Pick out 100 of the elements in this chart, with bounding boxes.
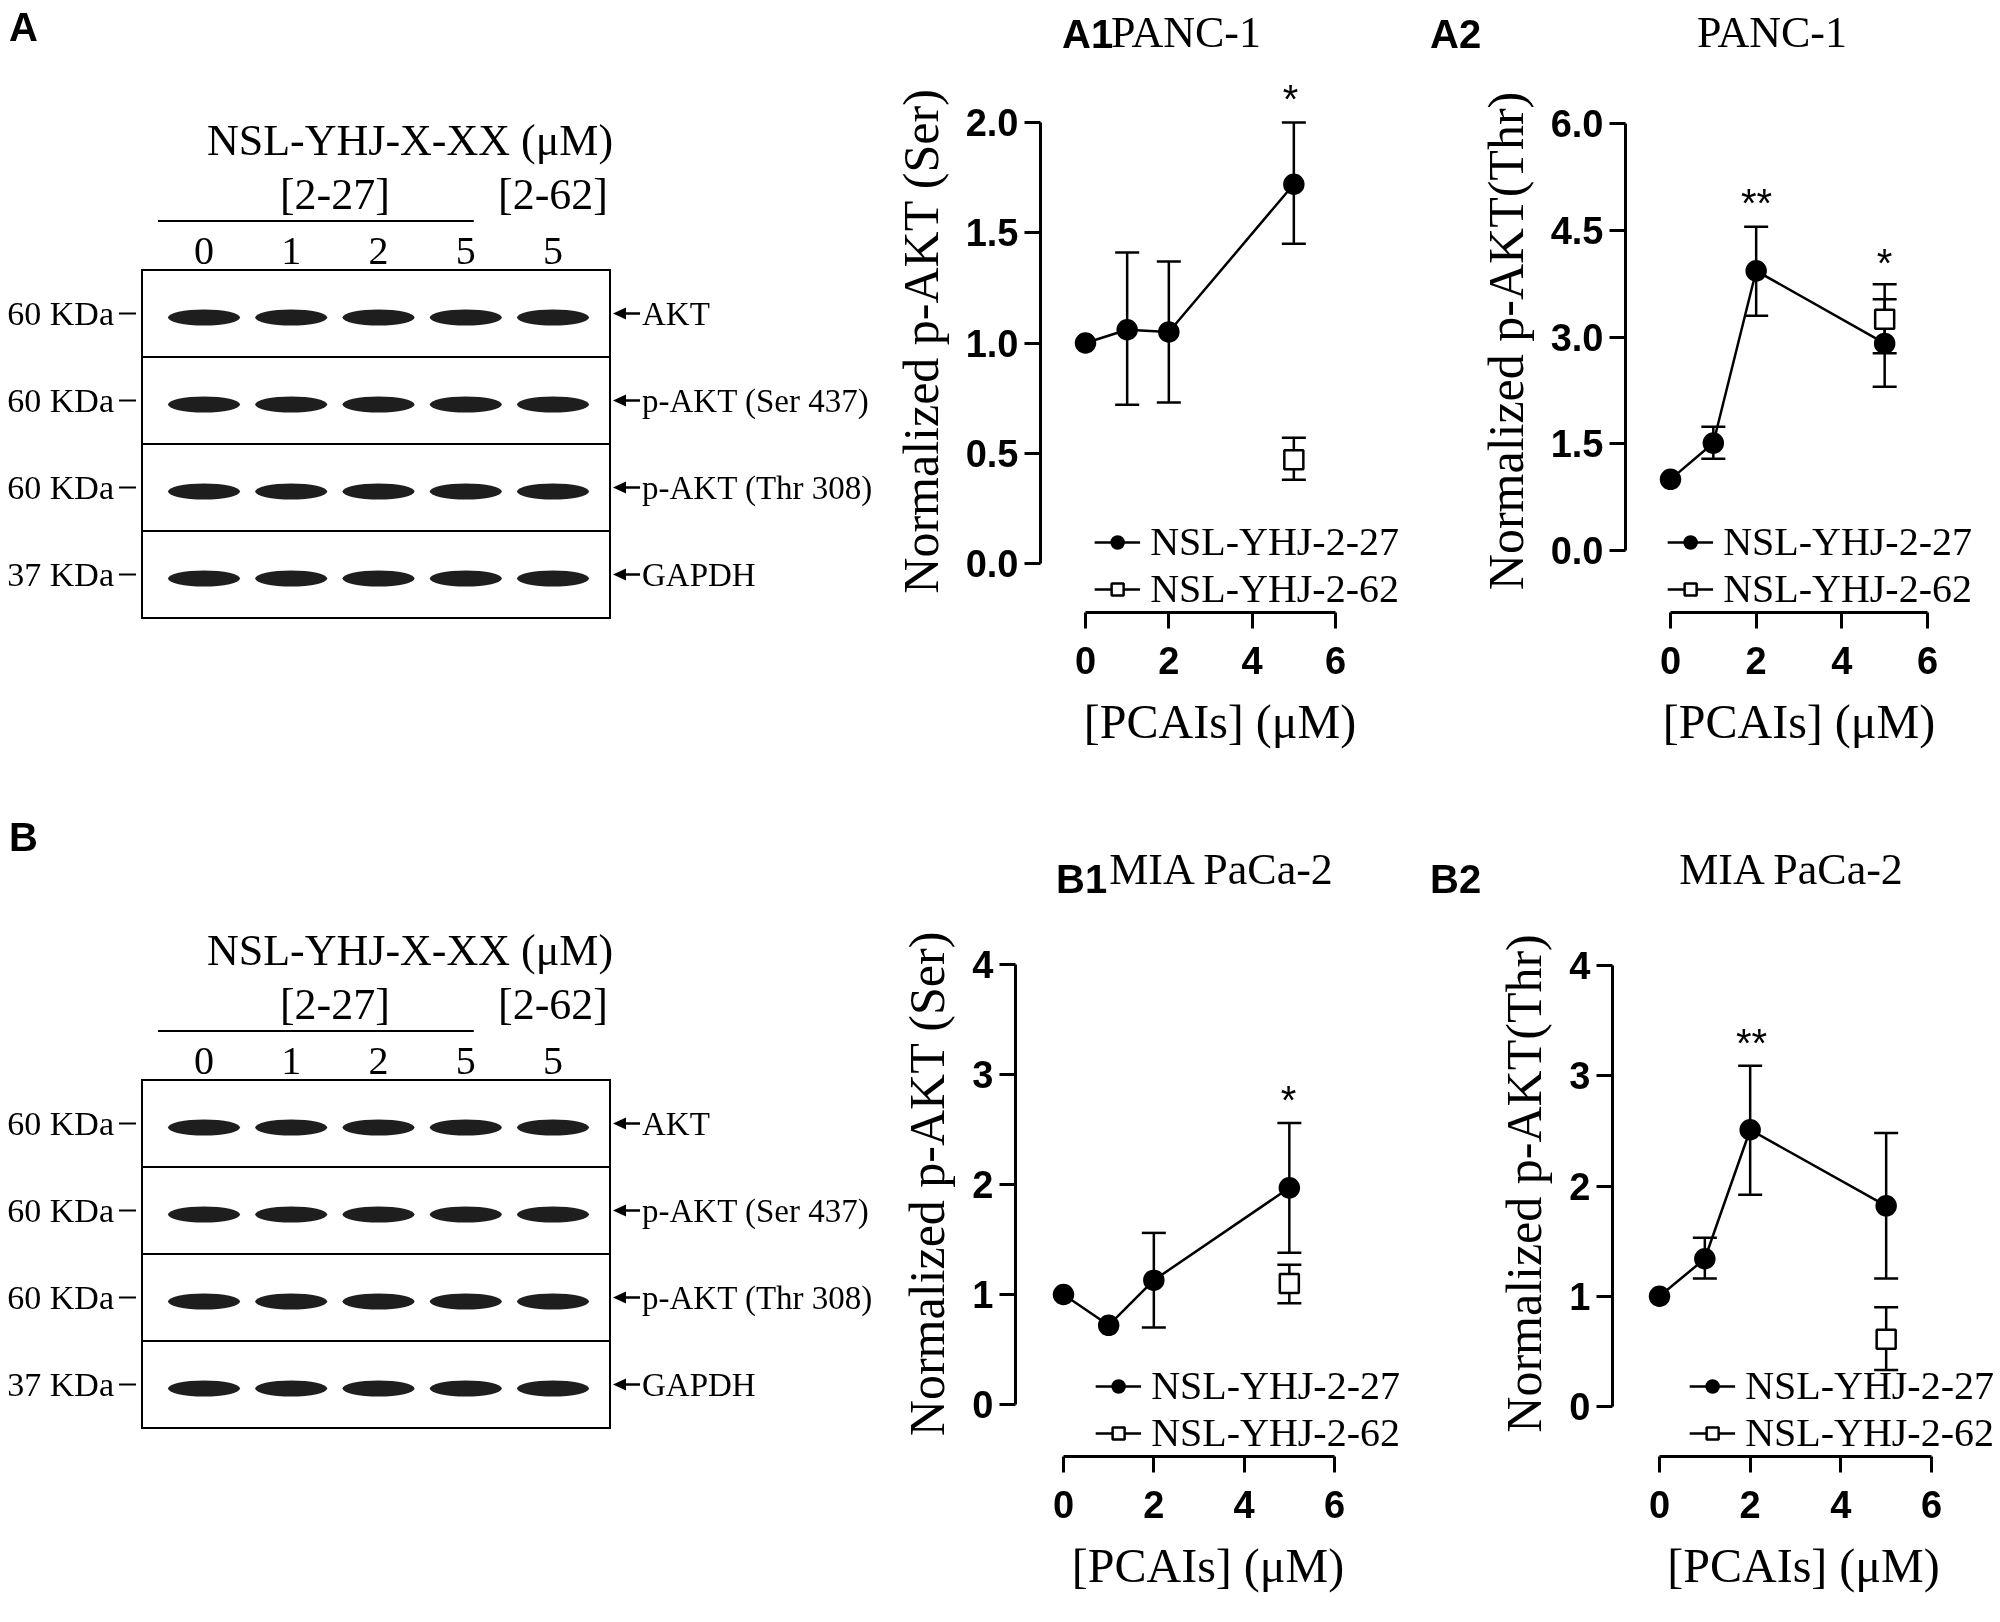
- x-tick-label: 2: [1143, 1483, 1165, 1526]
- y-tick-label: 1: [972, 1274, 994, 1316]
- category-label: 5: [455, 227, 476, 273]
- category-label: p-AKT (Thr 308): [642, 1279, 873, 1316]
- x-axis-title: [PCAIs] (μM): [1083, 694, 1357, 749]
- y-tick-label: 0: [1569, 1386, 1591, 1428]
- text: A: [9, 5, 38, 49]
- category-label: 0: [194, 1037, 214, 1083]
- text: [2-62]: [498, 979, 608, 1029]
- text: [2-27]: [279, 979, 390, 1029]
- y-tick-label: 1: [1569, 1275, 1591, 1318]
- x-tick-label: 0: [1648, 1483, 1671, 1526]
- category-label: 60 KDa: [7, 1192, 114, 1229]
- chart-title: PANC-1: [1697, 7, 1847, 57]
- category-label: 2: [368, 227, 389, 273]
- point: [1659, 468, 1682, 491]
- category-label: 37 KDa: [7, 1366, 114, 1403]
- x-axis-title: [PCAIs] (μM): [1071, 1538, 1345, 1593]
- point: [1278, 1177, 1301, 1199]
- category-label: AKT: [642, 1105, 710, 1142]
- category-label: 60 KDa: [7, 469, 114, 506]
- legend-label: NSL-YHJ-2-27: [1151, 1362, 1400, 1409]
- text: [2-62]: [498, 169, 608, 219]
- x-tick-label: 4: [1233, 1483, 1255, 1526]
- y-tick-label: 4: [1569, 945, 1591, 987]
- y-tick-label: 0.0: [1550, 530, 1604, 572]
- category-label: p-AKT (Thr 308): [642, 469, 873, 506]
- category-label: 5: [455, 1037, 476, 1083]
- category-label: 60 KDa: [7, 1279, 114, 1316]
- x-axis-title: [PCAIs] (μM): [1662, 694, 1936, 749]
- category-label: 5: [543, 1037, 563, 1083]
- point: [1278, 1272, 1301, 1295]
- point: [1702, 432, 1725, 454]
- point: [1074, 332, 1097, 354]
- y-tick-label: 1.5: [1550, 423, 1604, 466]
- y-tick-label: 2: [972, 1164, 994, 1206]
- text: B1: [1056, 857, 1108, 901]
- legend-label: NSL-YHJ-2-27: [1723, 518, 1972, 565]
- y-tick-label: 0.0: [965, 543, 1019, 585]
- text: *: [1282, 76, 1299, 121]
- y-axis-title: Normalized p-AKT (Ser): [892, 89, 949, 594]
- text: B2: [1430, 857, 1482, 901]
- category-label: 1: [281, 1037, 302, 1083]
- point: [1875, 1328, 1897, 1350]
- y-axis-title: Normalized p-AKT (Ser): [899, 931, 956, 1437]
- point: [1116, 319, 1138, 341]
- text: NSL-YHJ-X-XX (μM): [206, 115, 614, 165]
- annotation: **: [1740, 180, 1773, 225]
- x-tick-label: 0: [1052, 1483, 1075, 1526]
- x-tick-label: 6: [1323, 1483, 1346, 1526]
- chart-title: MIA PaCa-2: [1679, 844, 1903, 894]
- x-tick-label: 6: [1324, 639, 1347, 682]
- point: [1158, 321, 1180, 343]
- y-tick-label: 1.0: [965, 322, 1019, 365]
- chart-title: MIA PaCa-2: [1109, 844, 1333, 894]
- x-tick-label: 2: [1158, 639, 1180, 682]
- text: NSL-YHJ-X-XX (μM): [206, 925, 614, 975]
- x-tick-label: 2: [1739, 1483, 1761, 1526]
- legend-label: NSL-YHJ-2-27: [1745, 1362, 1994, 1409]
- x-axis-title: [PCAIs] (μM): [1667, 1538, 1940, 1593]
- legend-label: NSL-YHJ-2-62: [1723, 565, 1972, 612]
- category-label: 60 KDa: [7, 382, 114, 419]
- annotation: **: [1735, 1020, 1768, 1065]
- point: [1097, 1314, 1120, 1337]
- annotation: *: [1876, 240, 1893, 285]
- x-tick-label: 4: [1831, 639, 1853, 682]
- category-label: p-AKT (Ser 437): [642, 1192, 869, 1229]
- y-axis-title: Normalized p-AKT(Thr): [1477, 91, 1534, 591]
- y-tick-label: 3: [972, 1054, 994, 1096]
- y-tick-label: 1.5: [965, 212, 1019, 255]
- point: [1873, 308, 1896, 330]
- category-label: 60 KDa: [7, 1105, 114, 1142]
- y-tick-label: 0.5: [965, 432, 1019, 475]
- category-label: 1: [281, 227, 302, 273]
- x-tick-label: 6: [1916, 639, 1939, 682]
- category-label: GAPDH: [642, 1366, 756, 1403]
- point: [1283, 449, 1305, 471]
- legend-label: NSL-YHJ-2-62: [1150, 565, 1399, 612]
- point: [1873, 332, 1896, 355]
- y-tick-label: 4.5: [1550, 209, 1604, 252]
- text: B: [9, 815, 38, 859]
- x-tick-label: 0: [1659, 639, 1682, 682]
- y-tick-label: 4: [972, 944, 994, 986]
- y-tick-label: 2: [1569, 1165, 1591, 1208]
- category-label: AKT: [642, 295, 710, 332]
- annotation: *: [1280, 1077, 1297, 1122]
- point: [1143, 1269, 1165, 1291]
- category-label: 0: [194, 227, 214, 273]
- point: [1739, 1119, 1761, 1141]
- y-tick-label: 0: [972, 1384, 994, 1426]
- x-tick-label: 4: [1241, 639, 1263, 682]
- legend-label: NSL-YHJ-2-62: [1745, 1409, 1994, 1456]
- category-label: 2: [368, 1037, 389, 1083]
- text: [2-27]: [279, 169, 390, 219]
- x-tick-label: 6: [1920, 1483, 1943, 1526]
- category-label: 60 KDa: [7, 295, 114, 332]
- chart-title: PANC-1: [1111, 7, 1261, 57]
- x-tick-label: 0: [1074, 639, 1097, 682]
- legend-label: NSL-YHJ-2-62: [1151, 1409, 1400, 1456]
- point: [1052, 1283, 1075, 1306]
